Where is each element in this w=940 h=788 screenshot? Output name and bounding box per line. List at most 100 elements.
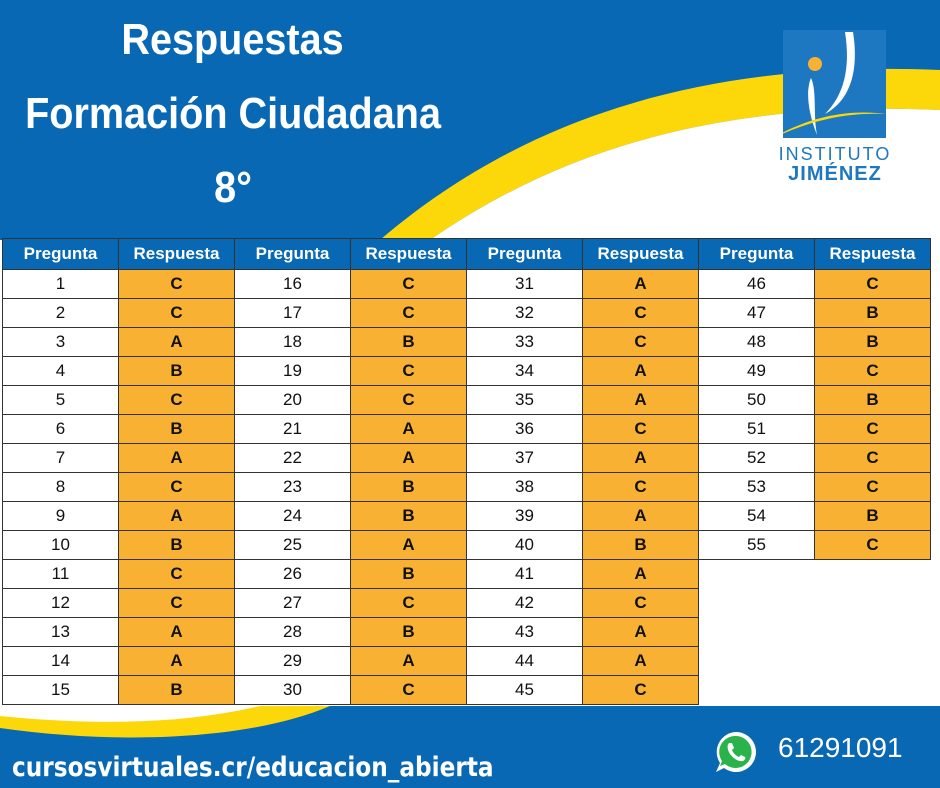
question-number: 38 (466, 472, 583, 502)
table-row: 15 B 30 C 45 C (2, 675, 931, 705)
table-row: 11 C 26 B 41 A (2, 559, 931, 589)
question-number: 12 (2, 588, 119, 618)
empty-cell (815, 589, 931, 618)
question-number: 51 (698, 414, 815, 444)
question-number: 2 (2, 298, 119, 328)
empty-cell (699, 647, 815, 676)
answer-cell: C (582, 675, 699, 705)
question-number: 29 (234, 646, 351, 676)
answer-cell: A (350, 414, 467, 444)
question-number: 16 (234, 269, 351, 299)
table-row: 10 B 25 A 40 B 55 C (2, 530, 931, 560)
phone-number: 61291091 (778, 732, 903, 763)
question-number: 47 (698, 298, 815, 328)
question-number: 36 (466, 414, 583, 444)
question-number: 50 (698, 385, 815, 415)
answer-cell: C (582, 327, 699, 357)
question-number: 34 (466, 356, 583, 386)
answer-cell: B (118, 675, 235, 705)
answer-cell: A (118, 617, 235, 647)
question-number: 48 (698, 327, 815, 357)
table-row: 3 A 18 B 33 C 48 B (2, 327, 931, 357)
question-number: 5 (2, 385, 119, 415)
answer-cell: C (814, 269, 931, 299)
answer-cell: B (582, 530, 699, 560)
question-number: 11 (2, 559, 119, 589)
answer-cell: A (582, 356, 699, 386)
answer-cell: B (350, 472, 467, 502)
answer-cell: B (814, 385, 931, 415)
answer-cell: A (118, 443, 235, 473)
question-number: 1 (2, 269, 119, 299)
question-number: 19 (234, 356, 351, 386)
question-number: 20 (234, 385, 351, 415)
answer-cell: C (814, 356, 931, 386)
website-link[interactable]: cursosvirtuales.cr/educacion_abierta (12, 752, 494, 783)
title-line-2-wrap: Formación Ciudadana (0, 84, 466, 144)
question-number: 40 (466, 530, 583, 560)
question-number: 55 (698, 530, 815, 560)
empty-cell (815, 676, 931, 705)
question-number: 3 (2, 327, 119, 357)
table-row: 4 B 19 C 34 A 49 C (2, 356, 931, 386)
table-row: 5 C 20 C 35 A 50 B (2, 385, 931, 415)
question-number: 39 (466, 501, 583, 531)
empty-cell (699, 676, 815, 705)
column-header-pregunta: Pregunta (698, 238, 815, 270)
answer-cell: A (350, 530, 467, 560)
answer-cell: C (118, 472, 235, 502)
answer-cell: C (582, 414, 699, 444)
answer-cell: A (582, 559, 699, 589)
question-number: 37 (466, 443, 583, 473)
answer-cell: A (582, 501, 699, 531)
answer-cell: B (350, 559, 467, 589)
column-header-respuesta: Respuesta (582, 238, 699, 270)
question-number: 23 (234, 472, 351, 502)
column-header-respuesta: Respuesta (814, 238, 931, 270)
question-number: 42 (466, 588, 583, 618)
answer-cell: C (582, 472, 699, 502)
answer-cell: B (118, 356, 235, 386)
answer-cell: B (350, 501, 467, 531)
table-row: 12 C 27 C 42 C (2, 588, 931, 618)
answer-cell: C (118, 588, 235, 618)
question-number: 33 (466, 327, 583, 357)
question-number: 28 (234, 617, 351, 647)
empty-cell (699, 589, 815, 618)
question-number: 8 (2, 472, 119, 502)
question-number: 46 (698, 269, 815, 299)
title-line-3-wrap: 8° (0, 158, 466, 218)
question-number: 43 (466, 617, 583, 647)
table-header-row: Pregunta Respuesta Pregunta Respuesta Pregun… (2, 238, 931, 270)
table-row: 1 C 16 C 31 A 46 C (2, 269, 931, 299)
question-number: 32 (466, 298, 583, 328)
question-number: 18 (234, 327, 351, 357)
question-number: 4 (2, 356, 119, 386)
column-header-pregunta: Pregunta (466, 238, 583, 270)
empty-cell (815, 647, 931, 676)
answer-cell: A (350, 443, 467, 473)
answer-cell: C (350, 298, 467, 328)
answer-cell: A (582, 646, 699, 676)
question-number: 6 (2, 414, 119, 444)
table-row: 13 A 28 B 43 A (2, 617, 931, 647)
question-number: 45 (466, 675, 583, 705)
title-line-1-wrap: Respuestas (0, 10, 466, 70)
column-header-respuesta: Respuesta (118, 238, 235, 270)
question-number: 44 (466, 646, 583, 676)
column-header-pregunta: Pregunta (2, 238, 119, 270)
answer-cell: C (118, 385, 235, 415)
answer-cell: B (350, 617, 467, 647)
question-number: 41 (466, 559, 583, 589)
question-number: 22 (234, 443, 351, 473)
question-number: 24 (234, 501, 351, 531)
question-number: 30 (234, 675, 351, 705)
instituto-jimenez-logo: INSTITUTO JIMÉNEZ (770, 26, 900, 186)
answer-cell: C (814, 414, 931, 444)
table-row: 8 C 23 B 38 C 53 C (2, 472, 931, 502)
answer-cell: C (814, 530, 931, 560)
table-row: 14 A 29 A 44 A (2, 646, 931, 676)
empty-cell (699, 618, 815, 647)
answer-cell: A (118, 646, 235, 676)
title-line-3: 8° (214, 163, 252, 212)
